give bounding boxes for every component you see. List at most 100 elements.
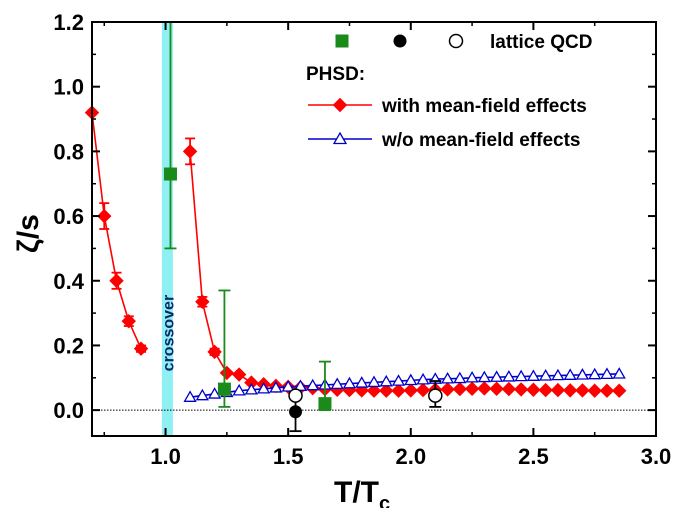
series-1-point-0-5 — [244, 382, 259, 395]
y-tick-label: 0.4 — [53, 269, 84, 294]
x-axis-title: T/Tc — [334, 476, 390, 508]
lattice-1-point-0 — [289, 405, 303, 419]
lattice-0-point-0 — [163, 167, 177, 181]
series-1-point-0-6 — [257, 381, 271, 394]
y-tick-label: 1.2 — [53, 10, 84, 35]
series-0-point-1-2 — [207, 344, 222, 360]
series-0-point-1-34 — [599, 383, 615, 398]
y-axis-title: ζ/s — [12, 214, 45, 253]
series-0-point-1-31 — [562, 383, 578, 398]
x-tick-label: 2.5 — [518, 444, 549, 469]
lattice-2-point-0 — [288, 388, 303, 403]
x-axis-title-sub: c — [379, 493, 390, 508]
x-tick-label: 2.0 — [395, 444, 426, 469]
legend-entry-0: with mean-field effects — [381, 96, 587, 117]
crossover-label: crossover — [160, 295, 177, 372]
series-1-point-0-23 — [465, 370, 479, 383]
series-1-point-0-33 — [588, 367, 602, 380]
series-0-point-1-0 — [182, 144, 198, 159]
series-1-point-0-18 — [404, 373, 418, 386]
y-tick-label: 0.6 — [53, 204, 84, 229]
crossover-band: crossover — [160, 22, 177, 436]
series-0-point-1-22 — [452, 381, 468, 397]
series-0-point-1-33 — [587, 383, 602, 398]
legend-lattice-label: lattice QCD — [490, 32, 592, 53]
x-tick-label: 3.0 — [641, 444, 672, 469]
series-0-point-1-21 — [440, 382, 455, 397]
crossover-band-rect — [161, 22, 173, 436]
series-1-point-0-31 — [563, 368, 577, 380]
series-1-point-0-35 — [612, 367, 626, 379]
y-tick-label: 0.0 — [53, 398, 84, 423]
series-0-point-1-24 — [477, 381, 492, 396]
series-1-point-0-16 — [379, 374, 393, 387]
series-0-point-1-1 — [195, 294, 210, 309]
series-0-point-1-16 — [379, 383, 394, 398]
plot-frame — [91, 21, 657, 437]
series-0-point-1-30 — [550, 382, 566, 398]
series-1-point-0-2 — [207, 387, 222, 399]
series-0-point-0-4 — [133, 341, 149, 356]
series-1-point-0-10 — [306, 378, 320, 391]
legend-marker-1 — [332, 131, 348, 145]
series-0-line-0 — [91, 112, 142, 349]
series-1-point-0-21 — [440, 371, 455, 384]
series-1-point-0-7 — [269, 380, 283, 393]
series-0-point-1-23 — [464, 381, 480, 396]
legend: lattice QCD PHSD: with mean-field effects w… — [306, 32, 592, 151]
series-1-point-0-8 — [281, 380, 295, 392]
series-1-point-0-0 — [183, 390, 197, 402]
series-1-point-0-1 — [195, 388, 209, 401]
series-0-point-1-26 — [501, 381, 517, 397]
series-1-point-0-13 — [342, 376, 357, 389]
series-1-point-0-19 — [416, 372, 430, 385]
series-1-point-0-15 — [367, 375, 381, 388]
series-0-point-0-1 — [97, 208, 112, 224]
series-0-point-0-3 — [121, 313, 136, 329]
series-1-point-0-14 — [355, 376, 369, 388]
series-1-point-0-28 — [526, 369, 541, 381]
series-1-point-0-22 — [453, 371, 467, 384]
legend-square-marker — [335, 34, 349, 48]
legend-phsd-label: PHSD: — [306, 64, 365, 85]
series-0-point-1-28 — [526, 382, 541, 397]
y-tick-label: 0.2 — [53, 333, 84, 358]
series-0-point-1-3 — [219, 365, 235, 381]
y-tick-label: 1.0 — [53, 75, 84, 100]
series-0-point-0-2 — [109, 273, 124, 288]
series-0-point-1-15 — [366, 383, 382, 398]
series-1-point-0-29 — [539, 369, 553, 381]
legend-open-circle-marker — [448, 33, 464, 49]
legend-filled-circle-marker — [393, 34, 407, 48]
series-1-point-0-4 — [232, 383, 246, 396]
series-1-point-0-25 — [489, 370, 504, 382]
series-0-line-1 — [189, 151, 620, 392]
legend-entry-1: w/o mean-field effects — [381, 130, 581, 151]
x-tick-label: 1.0 — [150, 444, 181, 469]
series-1-point-0-17 — [391, 374, 406, 386]
series-0-point-1-32 — [575, 383, 590, 398]
series-1-point-0-26 — [502, 370, 516, 382]
x-axis-title-main: T/T — [334, 476, 379, 508]
series-1-point-0-27 — [514, 369, 528, 382]
series-1-point-0-34 — [600, 367, 614, 379]
series-0-point-1-29 — [538, 382, 553, 398]
legend-marker-0 — [332, 97, 348, 113]
lattice-0-point-1 — [217, 382, 231, 396]
lattice-points — [163, 21, 443, 433]
series-1-point-0-32 — [575, 368, 590, 380]
series-0-point-1-17 — [391, 383, 406, 398]
series-0-point-1-27 — [513, 382, 529, 397]
x-tick-label: 1.5 — [273, 444, 304, 469]
y-tick-label: 0.8 — [53, 139, 84, 164]
axis-ticks: 1.0 1.5 2.0 2.5 3.0 0.0 0.2 0.4 0.6 0.8 1.0 1.2 — [53, 10, 671, 469]
series-0-point-1-25 — [489, 381, 504, 396]
series-1-point-0-24 — [477, 370, 491, 383]
series-1-point-0-30 — [551, 368, 565, 381]
series-1-point-0-12 — [330, 377, 344, 390]
lattice-2-point-1 — [428, 388, 443, 403]
series-0-point-1-19 — [415, 382, 431, 398]
series-0-point-1-35 — [612, 383, 627, 398]
lattice-0-point-2 — [318, 397, 332, 411]
